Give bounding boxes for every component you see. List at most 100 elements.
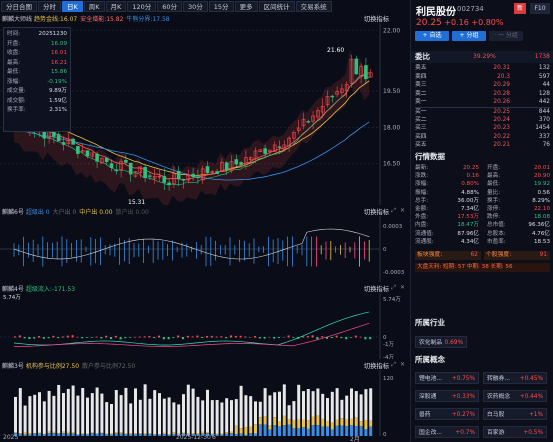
orderbook-row[interactable]: 卖五 20.31 132 <box>415 64 550 73</box>
period-button-5[interactable]: 120分 <box>127 0 157 12</box>
inflow-bar <box>282 336 285 338</box>
inflow-bar <box>42 337 45 339</box>
concept-tag[interactable]: 百家游 +0.5% <box>483 426 547 438</box>
info-row: 最高: 16.21 <box>7 59 67 69</box>
candle-body <box>42 130 47 139</box>
chart-area: 麒麟大师线 趋势金线:16.07 安全增能:15.82 牛熊分界:17.58 切… <box>0 13 409 442</box>
retail-bar <box>234 399 238 426</box>
orderbook-ratio: 39.29% <box>473 53 496 60</box>
info-value: 15.86 <box>50 69 67 75</box>
candle-body <box>340 88 344 93</box>
orderbook-row[interactable]: 买五 20.21 76 <box>415 141 550 150</box>
concept-pct: +1% <box>528 412 543 418</box>
quote-key: 跌停: <box>487 214 501 221</box>
info-value: 16.01 <box>50 50 67 56</box>
inst-bar-gold <box>297 419 301 429</box>
inst-bar-gold <box>71 432 75 434</box>
y-tick-label: 18.00 <box>383 124 400 131</box>
inst-bar-blue <box>186 434 190 436</box>
period-button-9[interactable]: 更多 <box>234 0 258 12</box>
inst-bar-blue <box>210 434 214 436</box>
inst-bar-gold <box>330 422 334 430</box>
orderbook-row[interactable]: 卖四 20.3 597 <box>415 73 550 82</box>
quote-value: 96.36亿 <box>528 222 550 229</box>
period-button-3[interactable]: 周K <box>83 0 105 12</box>
candle-body <box>239 162 243 165</box>
concept-pct: +0.7% <box>455 430 475 436</box>
inst-bar-gold <box>282 415 286 426</box>
orderbook-row[interactable]: 卖一 20.26 442 <box>415 98 550 107</box>
orderbook-row[interactable]: 卖二 20.28 128 <box>415 90 550 99</box>
retail-bar <box>119 395 123 433</box>
retail-bar <box>292 401 296 420</box>
orderbook-row[interactable]: 卖三 20.29 44 <box>415 81 550 90</box>
f10-button[interactable]: F10 <box>530 3 550 14</box>
panel4-window-icons[interactable]: ⤢ ✕ <box>391 361 406 368</box>
quote-key: 总股本: <box>487 230 506 237</box>
panel2-switch-button[interactable]: 切换指标 <box>363 208 389 216</box>
inst-bar-blue <box>254 433 257 436</box>
period-button-8[interactable]: 15分 <box>208 0 234 12</box>
inflow-bar <box>292 337 295 338</box>
y-tick-label: 16.50 <box>383 161 400 168</box>
inst-bar-gold <box>143 432 147 435</box>
concept-tag[interactable]: 转融券... +0.45% <box>483 372 547 384</box>
period-button-10[interactable]: 区间统计 <box>258 0 295 12</box>
inflow-bar <box>316 337 319 340</box>
inst-bar-blue <box>42 434 46 436</box>
add-watchlist-button[interactable]: + 自选 <box>415 31 449 41</box>
candle-body <box>306 121 311 123</box>
concept-tag[interactable]: 兽药 +0.27% <box>415 408 479 420</box>
stock-change: +0.16 <box>444 18 469 27</box>
concept-tag[interactable]: 深股通 +0.33% <box>415 390 479 402</box>
panel4-b: 散户参与比例72.50 <box>82 362 136 370</box>
inst-bar-blue <box>282 425 286 436</box>
add-group-button[interactable]: + 分组 <box>452 31 486 41</box>
inst-bar-blue <box>62 433 65 436</box>
retail-bar <box>263 388 267 417</box>
panel4-switch-button[interactable]: 切换指标 <box>363 362 389 370</box>
orderbook-row[interactable]: 买四 20.22 337 <box>415 133 550 142</box>
period-button-7[interactable]: 30分 <box>183 0 208 12</box>
panel3-switch-button[interactable]: 切换指标 <box>363 285 389 293</box>
inst-bar-gold <box>134 433 137 435</box>
retail-bar <box>249 396 253 427</box>
orderbook-row[interactable]: 买一 20.25 844 <box>415 106 550 116</box>
industry-tag[interactable]: 农化制品 0.69% <box>415 336 467 348</box>
main-switch-button[interactable]: 切换指标 <box>363 15 389 23</box>
concept-tag[interactable]: 白马股 +1% <box>483 408 547 420</box>
period-button-4[interactable]: 月K <box>105 0 127 12</box>
period-button-0[interactable]: 分日合图 <box>1 0 37 12</box>
inst-bar-gold <box>369 420 373 427</box>
x-label-2: 6 <box>212 434 216 441</box>
concept-tag[interactable]: 国企改... +0.7% <box>415 426 479 438</box>
new-badge[interactable]: 新 <box>514 3 526 14</box>
quote-value: 22.10 <box>533 205 550 212</box>
candle-body <box>320 105 325 113</box>
ob-volume: 370 <box>538 116 550 123</box>
inst-bar-gold <box>66 431 70 434</box>
orderbook-row[interactable]: 买三 20.23 1454 <box>415 124 550 133</box>
period-button-6[interactable]: 60分 <box>157 0 182 12</box>
period-button-1[interactable]: 分时 <box>38 0 61 12</box>
panel3-window-icons[interactable]: ⤢ ✕ <box>391 284 406 291</box>
inst-bar-blue <box>33 433 37 436</box>
more-group-button[interactable]: · 一 分组 <box>489 31 523 41</box>
orderbook-row[interactable]: 买二 20.24 370 <box>415 116 550 125</box>
retail-bar <box>359 394 363 422</box>
concept-tag[interactable]: 锂电池... +0.75% <box>415 372 479 384</box>
sector-strength-val: 62 <box>470 252 478 258</box>
inflow-bar <box>210 335 213 338</box>
inst-bar-blue <box>292 428 296 436</box>
concept-tag[interactable]: 农药概念 +0.44% <box>483 390 547 402</box>
period-button-2[interactable]: 日K <box>62 0 83 12</box>
ob-level: 买三 <box>415 125 427 132</box>
panel2-name: 麒麟6号 <box>2 208 24 216</box>
panel4-a: 机构参与比例27.50 <box>25 362 80 370</box>
inst-bar-blue <box>158 434 161 436</box>
inflow-bar <box>129 337 132 338</box>
period-button-11[interactable]: 交易系统 <box>295 0 332 12</box>
inflow-bar <box>158 335 160 338</box>
sector-strength-label: 板块强度: <box>417 252 443 258</box>
panel2-window-icons[interactable]: ⤢ ✕ <box>391 207 406 214</box>
